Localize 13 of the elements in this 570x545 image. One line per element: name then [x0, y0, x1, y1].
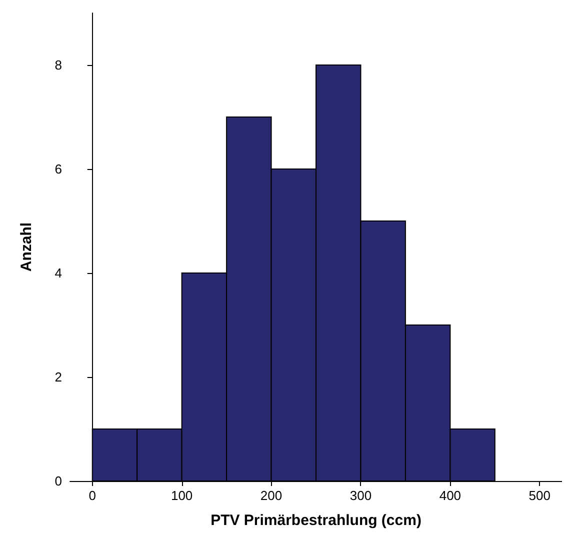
y-axis-title: Anzahl [18, 222, 35, 272]
y-tick-label: 8 [54, 58, 62, 72]
y-tick-label: 6 [54, 162, 62, 176]
x-axis-title: PTV Primärbestrahlung (ccm) [210, 512, 422, 529]
x-tick-label: 100 [170, 488, 193, 503]
y-tick-label: 2 [54, 370, 62, 384]
x-tick-label: 400 [439, 488, 462, 503]
x-tick-label: 200 [260, 488, 282, 503]
y-tick-label: 4 [54, 266, 62, 280]
y-tick-label: 0 [54, 474, 62, 488]
x-tick-label: 300 [350, 488, 372, 503]
x-tick-label: 500 [528, 488, 550, 503]
x-tick-label: 0 [88, 488, 96, 503]
